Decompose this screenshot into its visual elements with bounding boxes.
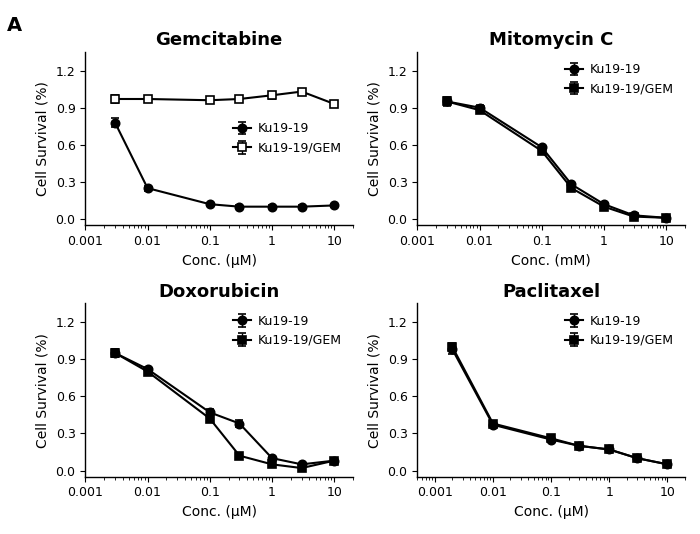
Title: Doxorubicin: Doxorubicin <box>158 282 280 301</box>
X-axis label: Conc. (mM): Conc. (mM) <box>511 254 591 268</box>
Text: A: A <box>7 16 22 35</box>
Title: Mitomycin C: Mitomycin C <box>489 31 613 49</box>
X-axis label: Conc. (μM): Conc. (μM) <box>181 505 257 519</box>
Legend: Ku19-19, Ku19-19/GEM: Ku19-19, Ku19-19/GEM <box>228 117 346 160</box>
Legend: Ku19-19, Ku19-19/GEM: Ku19-19, Ku19-19/GEM <box>228 310 346 352</box>
Y-axis label: Cell Survival (%): Cell Survival (%) <box>36 333 50 447</box>
Legend: Ku19-19, Ku19-19/GEM: Ku19-19, Ku19-19/GEM <box>560 58 679 100</box>
Y-axis label: Cell Survival (%): Cell Survival (%) <box>36 81 50 196</box>
X-axis label: Conc. (μM): Conc. (μM) <box>181 254 257 268</box>
Title: Gemcitabine: Gemcitabine <box>155 31 283 49</box>
Y-axis label: Cell Survival (%): Cell Survival (%) <box>368 333 382 447</box>
Y-axis label: Cell Survival (%): Cell Survival (%) <box>368 81 382 196</box>
X-axis label: Conc. (μM): Conc. (μM) <box>514 505 589 519</box>
Title: Paclitaxel: Paclitaxel <box>502 282 600 301</box>
Legend: Ku19-19, Ku19-19/GEM: Ku19-19, Ku19-19/GEM <box>560 310 679 352</box>
